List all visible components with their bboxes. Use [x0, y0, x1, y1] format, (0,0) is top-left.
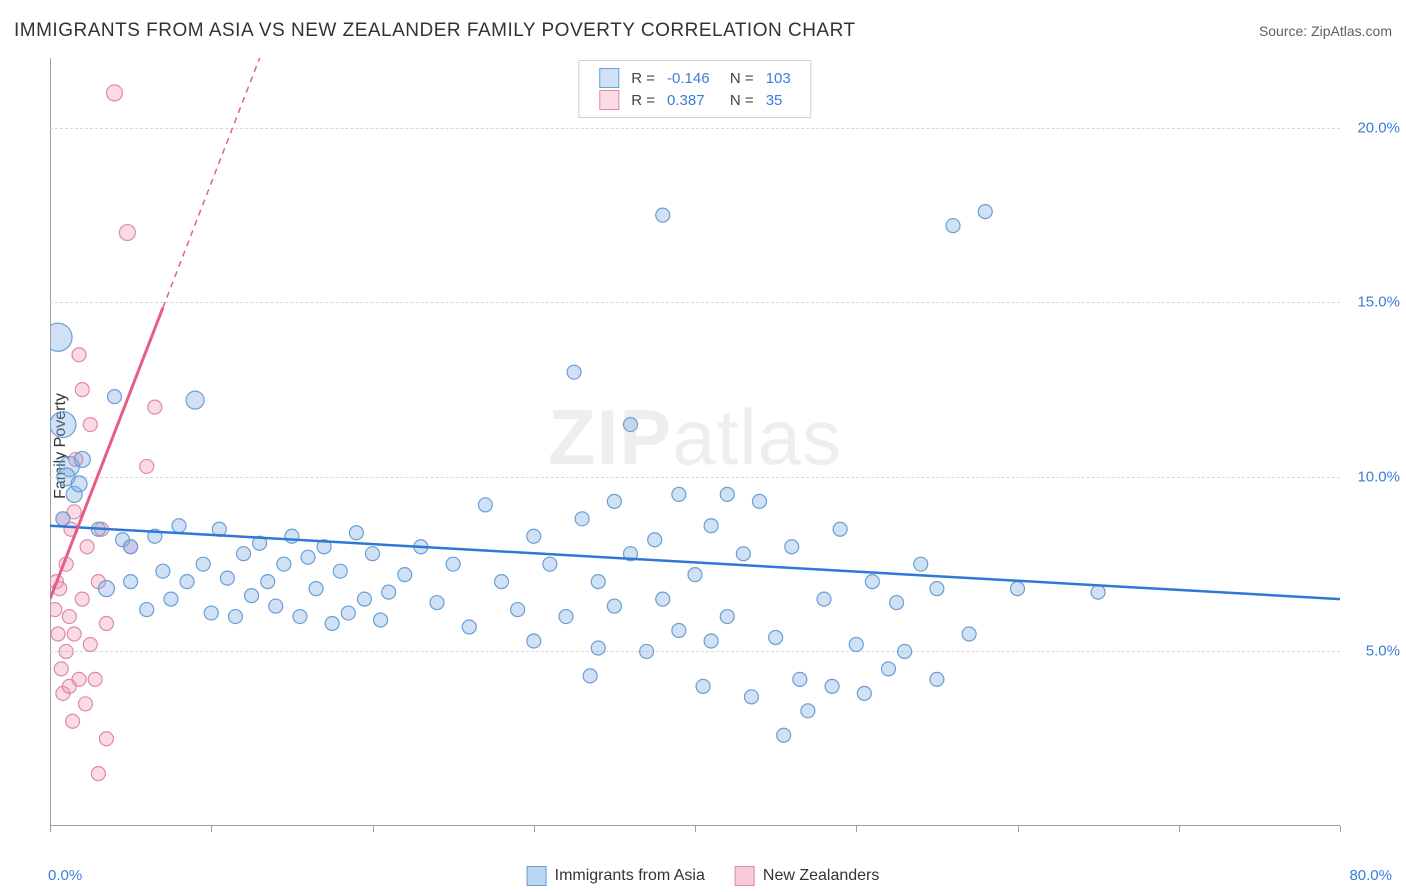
legend-item-nz: New Zealanders [735, 866, 880, 886]
legend-swatch-nz [735, 866, 755, 886]
swatch-nz [599, 90, 619, 110]
r-label: R = [625, 89, 661, 111]
y-tick-label: 10.0% [1345, 468, 1400, 485]
y-tick-label: 15.0% [1345, 294, 1400, 311]
x-tick-mark [856, 826, 857, 832]
scatter-svg [50, 58, 1340, 826]
x-tick-mark [534, 826, 535, 832]
x-tick-mark [1340, 826, 1341, 832]
r-value-asia: -0.146 [661, 67, 716, 89]
y-tick-label: 20.0% [1345, 119, 1400, 136]
x-axis-min-label: 0.0% [48, 867, 82, 884]
swatch-asia [599, 68, 619, 88]
chart-title: IMMIGRANTS FROM ASIA VS NEW ZEALANDER FA… [14, 20, 856, 42]
x-tick-mark [1179, 826, 1180, 832]
x-tick-mark [695, 826, 696, 832]
plot-area: ZIPatlas R = -0.146 N = 103 R = 0.387 N … [50, 58, 1340, 826]
legend-item-asia: Immigrants from Asia [527, 866, 705, 886]
legend-label-nz: New Zealanders [763, 867, 880, 885]
correlation-row-nz: R = 0.387 N = 35 [593, 89, 796, 111]
source-attribution: Source: ZipAtlas.com [1259, 23, 1392, 39]
x-tick-mark [211, 826, 212, 832]
correlation-legend: R = -0.146 N = 103 R = 0.387 N = 35 [578, 60, 811, 118]
correlation-row-asia: R = -0.146 N = 103 [593, 67, 796, 89]
y-tick-label: 5.0% [1345, 643, 1400, 660]
x-tick-mark [1018, 826, 1019, 832]
n-value-asia: 103 [760, 67, 797, 89]
r-value-nz: 0.387 [661, 89, 716, 111]
r-label: R = [625, 67, 661, 89]
n-label: N = [716, 89, 760, 111]
title-bar: IMMIGRANTS FROM ASIA VS NEW ZEALANDER FA… [14, 20, 1392, 42]
x-tick-mark [50, 826, 51, 832]
x-axis-max-label: 80.0% [1349, 867, 1392, 884]
n-label: N = [716, 67, 760, 89]
legend-swatch-asia [527, 866, 547, 886]
series-legend: Immigrants from Asia New Zealanders [527, 866, 880, 886]
x-tick-mark [373, 826, 374, 832]
legend-label-asia: Immigrants from Asia [555, 867, 705, 885]
n-value-nz: 35 [760, 89, 797, 111]
